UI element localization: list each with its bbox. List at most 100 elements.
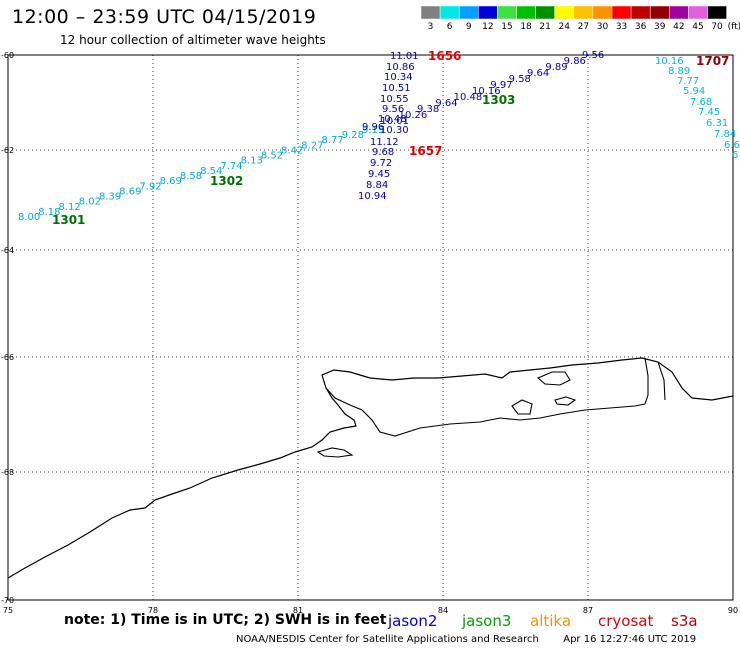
pass-time-label: 1656	[428, 49, 461, 63]
legend-swatch-30	[592, 5, 613, 20]
legend-label-9: 9	[466, 22, 472, 32]
wave-height-label: 8.12	[58, 202, 80, 213]
source-jason2: jason2	[388, 612, 438, 630]
legend-swatch-6	[439, 5, 460, 20]
wave-height-label: 9.28	[342, 130, 364, 141]
generation-timestamp: Apr 16 12:27:46 UTC 2019	[563, 634, 697, 645]
wave-height-label: 9.97	[490, 80, 512, 91]
wave-height-label: 9.68	[372, 147, 394, 158]
legend-label-36: 36	[635, 22, 647, 32]
legend-swatch-39	[649, 5, 670, 20]
legend-label-70: 70	[711, 22, 723, 32]
wave-height-label: 7.68	[690, 97, 712, 108]
color-legend: 3 6 9 12 15 18 21 24 27 30 33 36 39 42 45 70 (ft)	[420, 5, 740, 32]
pass-time-label: 1301	[52, 213, 85, 227]
wave-height-label: 7.45	[698, 107, 720, 118]
wave-height-label: 10.94	[358, 191, 387, 202]
y-tick--70: -70	[1, 596, 14, 605]
wave-height-label: 10.86	[386, 62, 415, 73]
credit-line: NOAA/NESDIS Center for Satellite Applica…	[236, 634, 696, 645]
wave-height-label: 6	[732, 150, 738, 161]
wave-height-label: 6.31	[706, 118, 728, 129]
y-tick--64: -64	[1, 246, 14, 255]
source-cryosat: cryosat	[598, 612, 654, 630]
y-tick--62: -62	[1, 146, 14, 155]
pass-time-label: 1302	[210, 174, 243, 188]
legend-label-45: 45	[692, 22, 703, 32]
wave-height-label: 9.86	[564, 56, 586, 67]
legend-swatch-12	[478, 5, 498, 20]
wave-height-label: 9.38	[417, 104, 439, 115]
legend-label-15: 15	[501, 22, 512, 32]
wave-height-label: 9.56	[582, 50, 604, 61]
x-tick-78: 78	[148, 606, 158, 615]
legend-unit: (ft)	[728, 22, 740, 32]
wave-height-label: 8.39	[99, 192, 121, 203]
credit-text: NOAA/NESDIS Center for Satellite Applica…	[236, 634, 539, 645]
x-tick-90: 90	[728, 606, 738, 615]
map-title: 12:00 – 23:59 UTC 04/15/2019	[12, 6, 317, 28]
pass-time-label: 1657	[409, 144, 442, 158]
map-frame	[7, 54, 734, 601]
wave-height-label: 10.16	[472, 86, 501, 97]
source-s3a: s3a	[671, 612, 698, 630]
legend-label-30: 30	[597, 22, 609, 32]
wave-height-label: 8.84	[366, 180, 388, 191]
wave-height-label: 9.64	[527, 68, 549, 79]
legend-swatch-70	[707, 5, 727, 20]
legend-swatch-27	[573, 5, 594, 20]
x-tick-75: 75	[3, 606, 13, 615]
wave-height-label: 7.84	[714, 129, 736, 140]
source-jason3: jason3	[462, 612, 512, 630]
wave-height-label: 9.72	[370, 158, 392, 169]
wave-height-label: 7.92	[139, 181, 161, 192]
wave-height-label: 8.69	[119, 186, 141, 197]
wave-height-label: 10.55	[380, 94, 409, 105]
map-subtitle: 12 hour collection of altimeter wave hei…	[60, 33, 326, 47]
wave-height-label: 11.01	[390, 51, 419, 62]
wave-height-label: 9.96	[362, 122, 384, 133]
legend-label-12: 12	[482, 22, 493, 32]
wave-height-label: 8.54	[200, 166, 222, 177]
legend-label-27: 27	[578, 22, 589, 32]
x-tick-87: 87	[583, 606, 593, 615]
wave-height-label: 10.01	[380, 116, 409, 127]
wave-height-label: 8.69	[160, 176, 182, 187]
y-tick--66: -66	[1, 353, 14, 362]
wave-height-label: 5.94	[683, 86, 705, 97]
wave-height-label: 8.27	[301, 140, 323, 151]
wave-height-label: 8.52	[261, 151, 283, 162]
wave-height-label: 9.89	[545, 62, 567, 73]
legend-label-18: 18	[520, 22, 532, 32]
legend-swatch-33	[611, 5, 632, 20]
wave-height-label: 8.13	[241, 156, 263, 167]
wave-height-label: 8.58	[180, 171, 202, 182]
y-tick--68: -68	[1, 468, 14, 477]
wave-height-label: 8.42	[281, 145, 303, 156]
legend-swatch-42	[669, 5, 689, 20]
x-tick-81: 81	[293, 606, 303, 615]
source-altika: altika	[530, 612, 572, 630]
wave-height-label: 9.58	[509, 74, 531, 85]
graticule	[8, 55, 733, 600]
legend-swatch-24	[554, 5, 575, 20]
wave-height-label: 10.26	[399, 110, 428, 121]
wave-height-label: 8.89	[668, 66, 690, 77]
altimeter-tracks: 8.008.188.128.028.398.697.928.698.588.54…	[18, 49, 740, 227]
legend-swatch-18	[516, 5, 536, 20]
wave-height-label: 9.45	[368, 169, 390, 180]
legend-swatch-9	[458, 5, 479, 20]
track-pass-1656-1657: 11.0110.8610.3410.5110.559.5610.4810.301…	[358, 49, 461, 202]
wave-height-label: 8.00	[18, 212, 40, 223]
wave-height-label: 10.34	[384, 72, 413, 83]
legend-label-6: 6	[447, 22, 453, 32]
pass-time-label: 1303	[482, 93, 515, 107]
legend-label-24: 24	[559, 22, 571, 32]
x-tick-84: 84	[438, 606, 448, 615]
y-tick--60: -60	[1, 51, 14, 60]
antarctic-coastline	[7, 357, 734, 579]
wave-height-label: 10.16	[655, 56, 684, 67]
legend-swatch-15	[497, 5, 517, 20]
legend-swatch-21	[535, 5, 555, 20]
